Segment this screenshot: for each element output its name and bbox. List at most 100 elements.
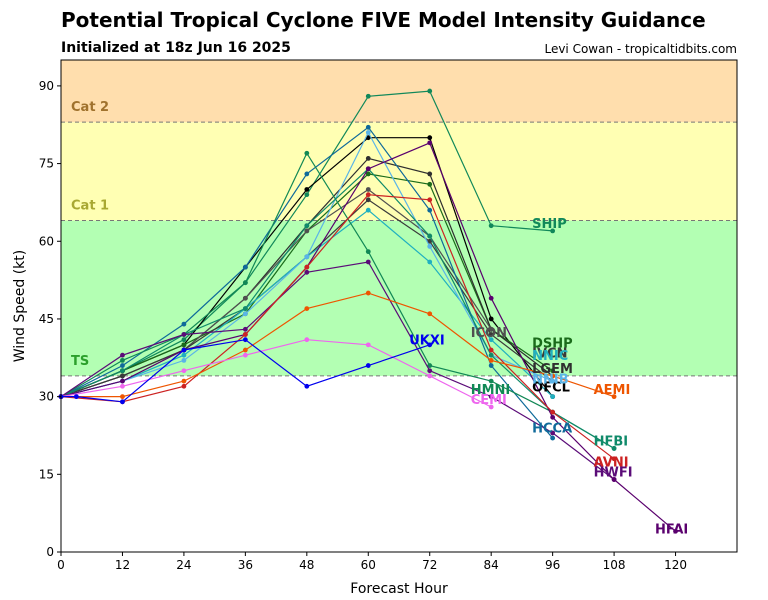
series-line-hwfi xyxy=(60,261,615,480)
point-ship-96 xyxy=(550,228,556,234)
point-hcca-84 xyxy=(488,363,494,368)
x-tick-label: 84 xyxy=(484,558,499,572)
series-label-nnic: NNIC xyxy=(532,349,568,364)
series-lines xyxy=(58,88,678,534)
x-tick-label: 24 xyxy=(176,558,191,572)
point-ivcn-60 xyxy=(365,197,371,203)
series-label-nnib: NNIB xyxy=(532,373,569,388)
series-line-hfbi xyxy=(60,167,615,449)
point-hfbi-48 xyxy=(304,223,310,229)
point-hcca-24 xyxy=(181,321,187,327)
series-label-ivcn: IVCN xyxy=(532,347,567,362)
series-aemi xyxy=(58,290,617,400)
point-ivcn-12 xyxy=(120,373,125,379)
point-ukxi-3 xyxy=(73,394,79,400)
point-hwfi-48 xyxy=(304,269,310,275)
band-label-cat-2: Cat 2 xyxy=(71,100,109,115)
point-dshp-96 xyxy=(550,368,556,374)
point-hwfi-96 xyxy=(550,430,556,436)
x-tick-label: 60 xyxy=(361,558,376,572)
point-nnic-60 xyxy=(365,207,371,213)
point-cemi-12 xyxy=(120,383,125,389)
point-nnib-60 xyxy=(365,130,371,135)
x-axis-title: Forecast Hour xyxy=(350,581,448,597)
chart-credit: Levi Cowan - tropicaltidbits.com xyxy=(544,42,737,56)
point-ivcn-84 xyxy=(488,332,494,337)
series-label-ship: SHIP xyxy=(532,217,567,232)
point-avni-24 xyxy=(181,383,187,389)
point-hwfi-60 xyxy=(365,259,371,265)
point-ivcn-72 xyxy=(427,238,433,244)
point-cemi-24 xyxy=(181,368,187,374)
point-aemi-36 xyxy=(242,347,248,353)
series-line-hmni xyxy=(60,151,615,449)
point-cemi-48 xyxy=(304,337,310,343)
point-ship-60 xyxy=(365,93,371,99)
point-ukxi-72 xyxy=(427,342,433,348)
point-hfai-72 xyxy=(427,140,433,146)
x-tick-label: 72 xyxy=(422,558,437,572)
y-tick-label: 75 xyxy=(39,157,54,171)
point-aemi-84 xyxy=(488,357,494,363)
series-label-hfbi: HFBI xyxy=(594,435,629,450)
point-lgem-60 xyxy=(365,156,371,161)
point-hcca-60 xyxy=(365,124,371,130)
point-cemi-72 xyxy=(427,373,433,379)
point-hwfi-84 xyxy=(488,394,494,400)
point-nnic-24 xyxy=(181,352,187,358)
series-cemi xyxy=(58,337,494,410)
point-dshp-60 xyxy=(365,171,371,177)
point-hcca-96 xyxy=(550,435,556,441)
point-nnic-72 xyxy=(427,259,433,265)
band-cat-1 xyxy=(61,122,737,221)
point-hmni-12 xyxy=(120,357,125,363)
point-icon-48 xyxy=(304,228,310,234)
point-dshp-72 xyxy=(427,181,433,187)
y-tick-label: 30 xyxy=(39,390,54,404)
point-hcca-48 xyxy=(304,171,310,177)
point-ship-72 xyxy=(427,88,433,94)
point-avni-48 xyxy=(304,264,310,270)
point-avni-84 xyxy=(488,347,494,353)
point-cemi-60 xyxy=(365,342,371,348)
point-icon-84 xyxy=(488,326,494,332)
point-ship-84 xyxy=(488,223,494,229)
point-hcca-12 xyxy=(120,363,125,368)
y-tick-label: 60 xyxy=(39,234,54,248)
point-hcca-72 xyxy=(427,207,433,213)
point-ukxi-12 xyxy=(120,399,125,405)
point-ofcl-60 xyxy=(365,135,371,141)
point-ukxi-60 xyxy=(365,363,371,368)
point-aemi-96 xyxy=(550,373,556,379)
series-label-cemi: CEMI xyxy=(471,393,507,408)
point-hfbi-36 xyxy=(242,306,248,311)
point-avni-36 xyxy=(242,332,248,337)
point-avni-60 xyxy=(365,192,371,198)
point-nnic-84 xyxy=(488,337,494,343)
x-tick-label: 12 xyxy=(115,558,130,572)
x-tick-label: 36 xyxy=(238,558,253,572)
band-cat-2 xyxy=(61,60,737,123)
point-ukxi-24 xyxy=(181,347,187,353)
point-hfbi-12 xyxy=(120,368,125,374)
point-ukxi-48 xyxy=(304,383,310,389)
point-hmni-36 xyxy=(242,280,248,286)
point-ofcl-84 xyxy=(488,316,494,322)
series-ukxi xyxy=(58,337,433,405)
x-tick-label: 96 xyxy=(545,558,560,572)
point-hmni-84 xyxy=(488,378,494,384)
point-hwfi-36 xyxy=(242,326,248,332)
chart-subtitle: Initialized at 18z Jun 16 2025 xyxy=(61,40,291,56)
band-label-cat-1: Cat 1 xyxy=(71,199,109,214)
chart-title: Potential Tropical Cyclone FIVE Model In… xyxy=(61,8,706,32)
point-nnic-96 xyxy=(550,394,556,400)
point-nnib-24 xyxy=(181,357,187,363)
point-ship-48 xyxy=(304,192,310,198)
y-axis-ticks: 0 15 30 45 60 75 90 xyxy=(39,79,61,559)
y-axis-title: Wind Speed (kt) xyxy=(12,250,28,363)
point-hfai-84 xyxy=(488,295,494,301)
point-hwfi-72 xyxy=(427,368,433,374)
point-hcca-36 xyxy=(242,264,248,270)
point-hmni-60 xyxy=(365,249,371,255)
